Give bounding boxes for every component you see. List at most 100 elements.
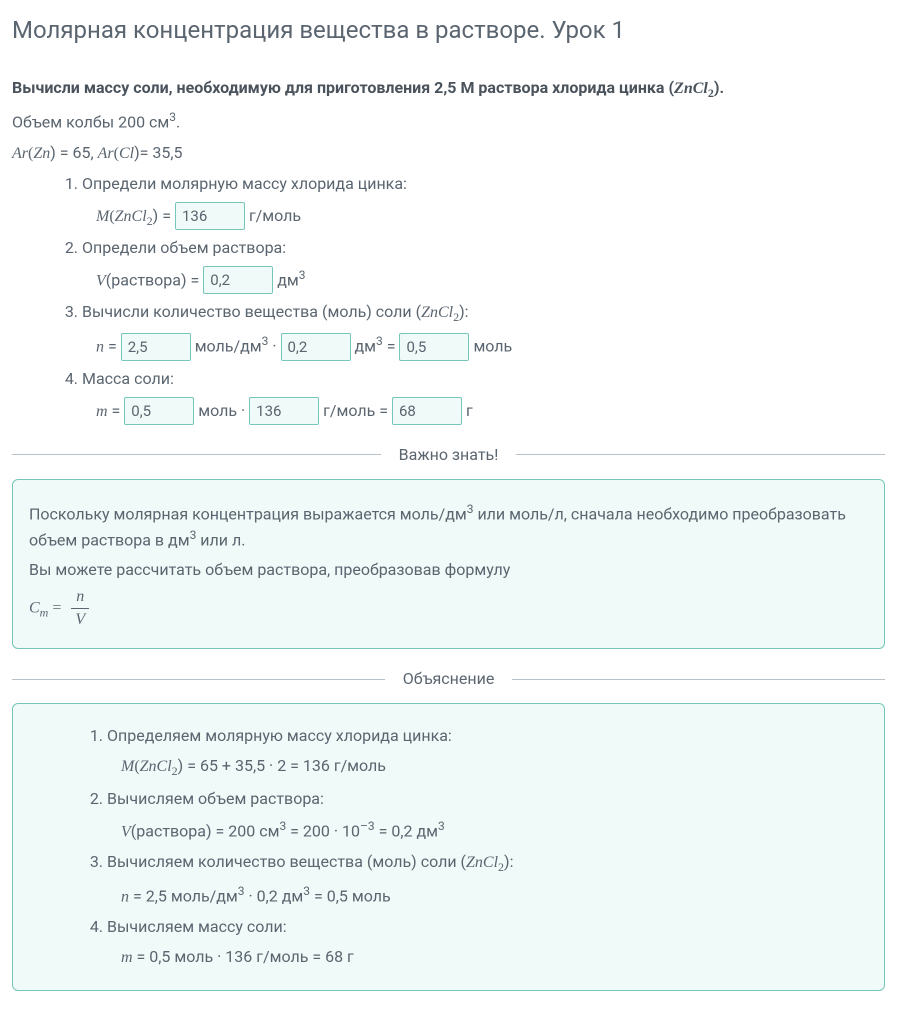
expl-3: Вычисляем количество вещества (моль) сол…	[107, 850, 868, 910]
hint-line1: Поскольку молярная концентрация выражает…	[29, 500, 868, 553]
expl1-line: M(ZnCl2) = 65 + 35,5 · 2 = 136 г/моль	[121, 754, 868, 780]
step4-line: m = моль · г/моль = г	[96, 397, 885, 425]
hint-line2: Вы можете рассчитать объем раствора, пре…	[29, 558, 868, 582]
expl3-sup1: 3	[238, 884, 245, 898]
hint-frac-num: n	[71, 588, 89, 606]
hint-panel: Поскольку молярная концентрация выражает…	[12, 479, 885, 650]
hint-line1c: или л.	[196, 530, 245, 549]
step1-formula: ZnCl	[115, 208, 147, 225]
divider-line-right	[516, 454, 885, 455]
explanation-panel: Определяем молярную массу хлорида цинка:…	[12, 703, 885, 991]
step4-input1[interactable]	[124, 397, 194, 425]
step1-input[interactable]	[175, 202, 245, 230]
expl3-formula: ZnCl	[466, 854, 498, 871]
step3-u3: моль	[473, 337, 512, 356]
step1-label: Определи молярную массу хлорида цинка:	[82, 174, 407, 193]
explanation-list: Определяем молярную массу хлорида цинка:…	[29, 724, 868, 970]
step2-unit-pre: дм	[277, 270, 299, 289]
hint-Cm-sub: m	[40, 606, 49, 620]
step4-input3[interactable]	[392, 397, 462, 425]
divider-explanation: Объяснение	[12, 667, 885, 691]
expl3-n: n	[121, 888, 129, 905]
step3-dot: ·	[268, 337, 280, 356]
step4-label: Масса соли:	[82, 369, 174, 388]
step2-unit-sup: 3	[299, 268, 306, 282]
expl2-sup3: 3	[438, 819, 445, 833]
expl-4: Вычисляем массу соли: m = 0,5 моль · 136…	[107, 915, 868, 970]
step3-u2sup: 3	[376, 334, 383, 348]
expl3-sup2: 3	[303, 884, 310, 898]
step1-M: M	[96, 208, 109, 225]
step3-eq2: =	[383, 337, 400, 356]
expl4-m: m	[121, 949, 133, 966]
expl4-rest: = 0,5 моль · 136 г/моль = 68 г	[133, 947, 354, 966]
step2-text: (раствора) =	[106, 270, 203, 289]
divider-explanation-label: Объяснение	[385, 667, 513, 691]
expl1-formula: ZnCl	[140, 758, 172, 775]
expl3-label-pre: Вычисляем количество вещества (моль) сол…	[107, 852, 466, 871]
expl2-b: = 200 · 10	[286, 821, 360, 840]
hint-Cm: C	[29, 600, 40, 617]
step3-u1a: моль/дм	[195, 337, 262, 356]
page-title: Молярная концентрация вещества в раствор…	[12, 12, 885, 48]
volume-suffix: .	[176, 113, 180, 132]
step-1: Определи молярную массу хлорида цинка: M…	[82, 172, 885, 230]
expl2-label: Вычисляем объем раствора:	[107, 789, 324, 808]
step3-eq: =	[104, 337, 121, 356]
divider-important-label: Важно знать!	[381, 443, 517, 467]
expl1-label: Определяем молярную массу хлорида цинка:	[107, 726, 452, 745]
step3-input1[interactable]	[121, 333, 191, 361]
step2-label: Определи объем раствора:	[82, 238, 286, 257]
expl-1: Определяем молярную массу хлорида цинка:…	[107, 724, 868, 780]
ar2-sym: Ar	[98, 145, 114, 162]
step4-u3: г	[466, 401, 473, 420]
expl3-b: · 0,2 дм	[245, 886, 304, 905]
ar2-el: Cl	[119, 145, 134, 162]
expl3-line: n = 2,5 моль/дм3 · 0,2 дм3 = 0,5 моль	[121, 882, 868, 909]
task-prefix: Вычисли массу соли, необходимую для приг…	[12, 78, 674, 97]
task-formula: ZnCl	[674, 80, 708, 97]
hint-line1a: Поскольку молярная концентрация выражает…	[29, 504, 467, 523]
ar2-close: )= 35,5	[134, 143, 182, 162]
step2-input[interactable]	[203, 266, 273, 294]
step3-label-pre: Вычисли количество вещества (моль) соли …	[82, 302, 421, 321]
expl2-V: V	[121, 823, 131, 840]
task-statement: Вычисли массу соли, необходимую для приг…	[12, 76, 885, 102]
step2-line: V(раствора) = дм3	[96, 266, 885, 294]
step-3: Вычисли количество вещества (моль) соли …	[82, 300, 885, 361]
expl2-line: V(раствора) = 200 см3 = 200 · 10–3 = 0,2…	[121, 817, 868, 844]
expl1-M: M	[121, 758, 134, 775]
step4-m: m	[96, 403, 108, 420]
step1-line: M(ZnCl2) = г/моль	[96, 202, 885, 230]
step3-input2[interactable]	[281, 333, 351, 361]
expl2-a: (раствора) = 200 см	[131, 821, 280, 840]
expl-2: Вычисляем объем раствора: V(раствора) = …	[107, 787, 868, 844]
expl3-c: = 0,5 моль	[310, 886, 391, 905]
step3-n: n	[96, 339, 104, 356]
step-4: Масса соли: m = моль · г/моль = г	[82, 367, 885, 425]
step1-unit: г/моль	[249, 206, 301, 225]
hint-frac-den: V	[71, 611, 89, 629]
divider-line-right2	[512, 679, 885, 680]
hint-eq: =	[52, 600, 65, 617]
task-suffix: ).	[714, 78, 724, 97]
step3-input3[interactable]	[399, 333, 469, 361]
expl2-sup2: –3	[360, 819, 375, 833]
step2-V: V	[96, 272, 106, 289]
step4-input2[interactable]	[249, 397, 319, 425]
expl4-label: Вычисляем массу соли:	[107, 917, 287, 936]
step4-u1: моль ·	[198, 401, 249, 420]
step4-u2: г/моль =	[323, 401, 392, 420]
step1-close: ) =	[153, 206, 175, 225]
step3-line: n = моль/дм3 · дм3 = моль	[96, 332, 885, 360]
expl3-a: = 2,5 моль/дм	[129, 886, 238, 905]
step3-u2a: дм	[354, 337, 376, 356]
step-2: Определи объем раствора: V(раствора) = д…	[82, 236, 885, 294]
ar1-sym: Ar	[12, 145, 28, 162]
ar1-el: Zn	[33, 145, 50, 162]
expl4-line: m = 0,5 моль · 136 г/моль = 68 г	[121, 945, 868, 970]
steps-list: Определи молярную массу хлорида цинка: M…	[12, 172, 885, 425]
volume-text: Объем колбы 200 см	[12, 113, 169, 132]
step3-formula: ZnCl	[421, 304, 453, 321]
divider-line-left	[12, 454, 381, 455]
